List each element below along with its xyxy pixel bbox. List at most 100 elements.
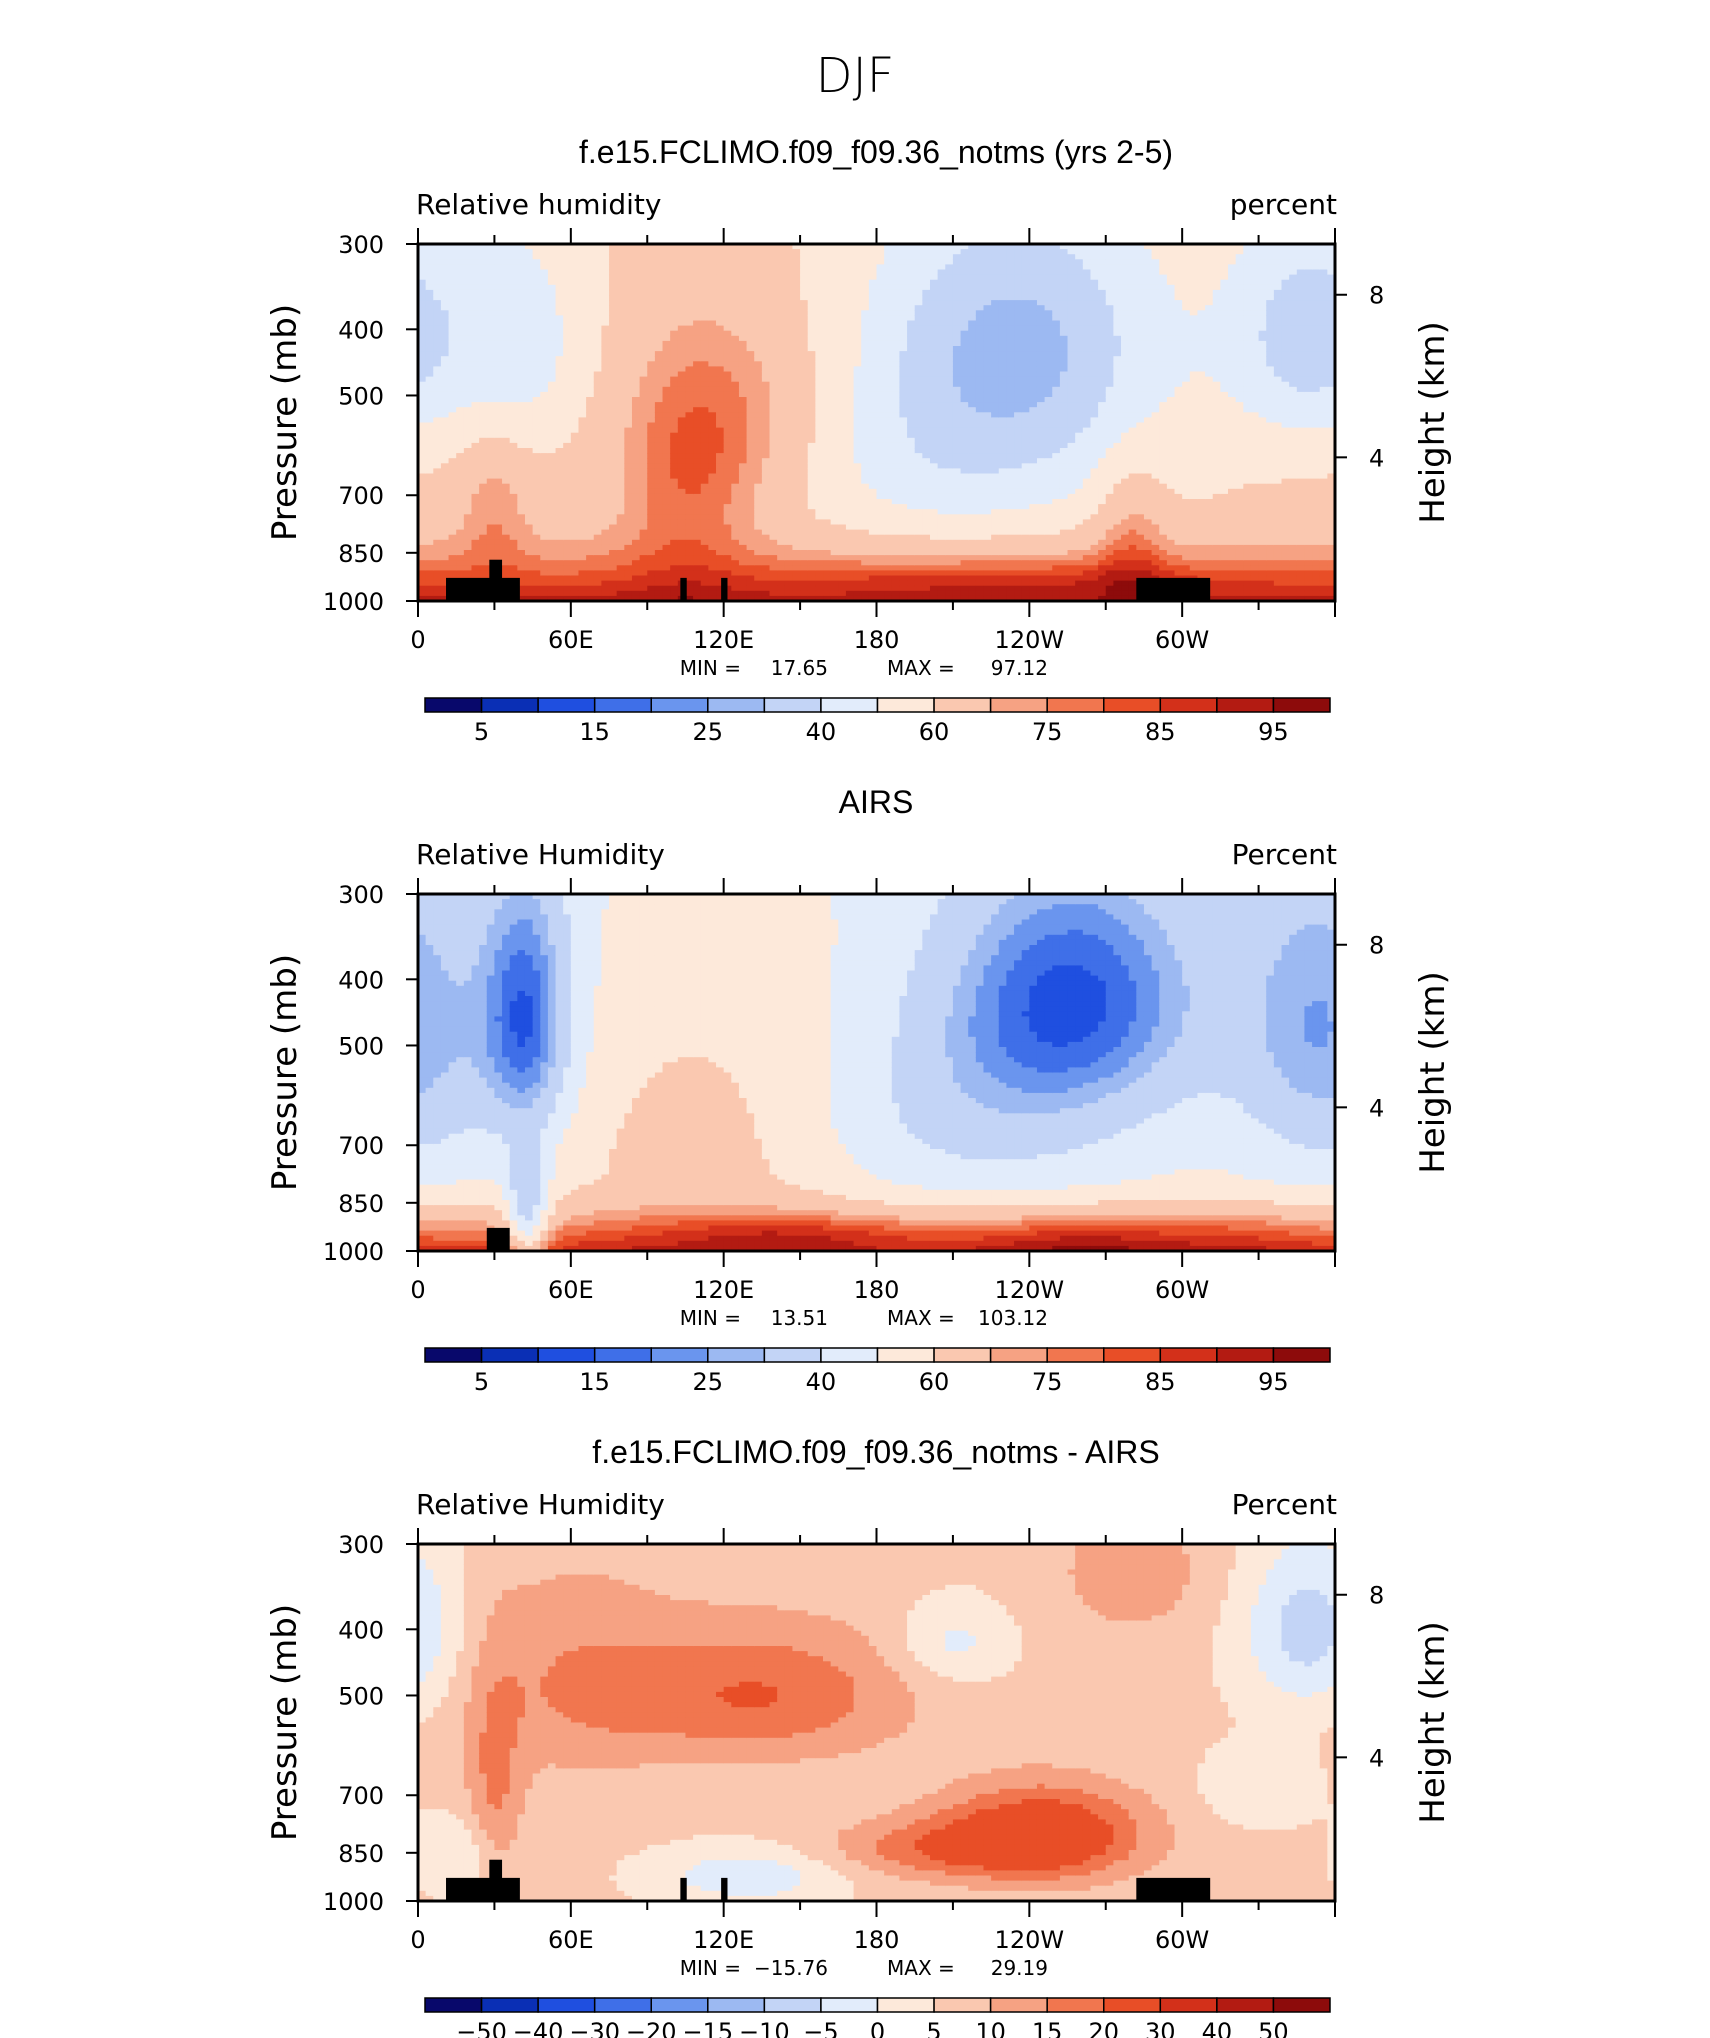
field-cell xyxy=(449,433,457,439)
field-cell xyxy=(525,519,533,525)
field-cell xyxy=(731,321,739,327)
field-cell xyxy=(953,346,961,352)
field-cell xyxy=(785,540,793,546)
field-cell xyxy=(578,591,586,597)
field-cell xyxy=(655,402,663,408)
field-cell xyxy=(571,264,579,270)
field-cell xyxy=(846,275,854,281)
field-cell xyxy=(464,540,472,546)
field-cell xyxy=(449,514,457,520)
field-cell xyxy=(747,392,755,398)
field-cell xyxy=(517,458,525,464)
field-cell xyxy=(777,489,785,495)
field-cell xyxy=(640,570,648,576)
field-cell xyxy=(479,305,487,311)
field-cell xyxy=(663,290,671,296)
field-cell xyxy=(938,448,946,454)
field-cell xyxy=(945,489,953,495)
field-cell xyxy=(846,535,854,541)
field-cell xyxy=(487,479,495,485)
field-cell xyxy=(533,285,541,291)
field-cell xyxy=(838,519,846,525)
field-cell xyxy=(609,535,617,541)
field-cell xyxy=(724,535,732,541)
field-cell xyxy=(846,489,854,495)
field-cell xyxy=(624,525,632,531)
field-cell xyxy=(792,489,800,495)
field-cell xyxy=(739,285,747,291)
field-cell xyxy=(601,412,609,418)
field-cell xyxy=(426,285,434,291)
field-cell xyxy=(861,264,869,270)
field-cell xyxy=(670,315,678,321)
field-cell xyxy=(724,489,732,495)
field-cell xyxy=(961,280,969,286)
field-cell xyxy=(487,458,495,464)
field-cell xyxy=(624,402,632,408)
field-cell xyxy=(747,530,755,536)
field-cell xyxy=(471,336,479,342)
field-cell xyxy=(693,254,701,260)
field-cell xyxy=(754,530,762,536)
field-cell xyxy=(701,438,709,444)
field-cell xyxy=(525,392,533,398)
field-cell xyxy=(586,336,594,342)
field-cell xyxy=(739,321,747,327)
field-cell xyxy=(731,468,739,474)
field-cell xyxy=(655,570,663,576)
field-cell xyxy=(815,366,823,372)
field-cell xyxy=(884,331,892,337)
field-cell xyxy=(548,443,556,449)
field-cell xyxy=(502,366,510,372)
field-cell xyxy=(548,372,556,378)
field-cell xyxy=(449,443,457,449)
field-cell xyxy=(533,540,541,546)
field-cell xyxy=(533,448,541,454)
field-cell xyxy=(854,525,862,531)
field-cell xyxy=(945,407,953,413)
field-cell xyxy=(663,310,671,316)
field-cell xyxy=(930,321,938,327)
field-cell xyxy=(640,581,648,587)
field-cell xyxy=(739,412,747,418)
field-cell xyxy=(708,494,716,500)
field-cell xyxy=(846,463,854,469)
field-cell xyxy=(831,545,839,551)
field-cell xyxy=(494,366,502,372)
field-cell xyxy=(716,366,724,372)
field-cell xyxy=(571,285,579,291)
field-cell xyxy=(601,468,609,474)
field-cell xyxy=(747,356,755,362)
field-cell xyxy=(831,535,839,541)
field-cell xyxy=(663,305,671,311)
field-cell xyxy=(456,433,464,439)
field-cell xyxy=(601,326,609,332)
field-cell xyxy=(556,494,564,500)
field-cell xyxy=(884,321,892,327)
field-cell xyxy=(563,509,571,515)
field-cell xyxy=(831,275,839,281)
field-cell xyxy=(456,366,464,372)
field-cell xyxy=(464,550,472,556)
field-cell xyxy=(556,372,564,378)
field-cell xyxy=(586,458,594,464)
field-cell xyxy=(525,351,533,357)
field-cell xyxy=(861,463,869,469)
field-cell xyxy=(800,264,808,270)
field-cell xyxy=(800,377,808,383)
field-cell xyxy=(632,438,640,444)
field-cell xyxy=(670,356,678,362)
field-cell xyxy=(953,361,961,367)
field-cell xyxy=(640,586,648,592)
field-cell xyxy=(838,254,846,260)
field-cell xyxy=(517,366,525,372)
field-cell xyxy=(533,249,541,255)
field-cell xyxy=(609,336,617,342)
field-cell xyxy=(846,346,854,352)
field-cell xyxy=(525,565,533,571)
field-cell xyxy=(441,438,449,444)
field-cell xyxy=(632,555,640,561)
field-cell xyxy=(739,270,747,276)
field-cell xyxy=(739,509,747,515)
field-cell xyxy=(502,468,510,474)
